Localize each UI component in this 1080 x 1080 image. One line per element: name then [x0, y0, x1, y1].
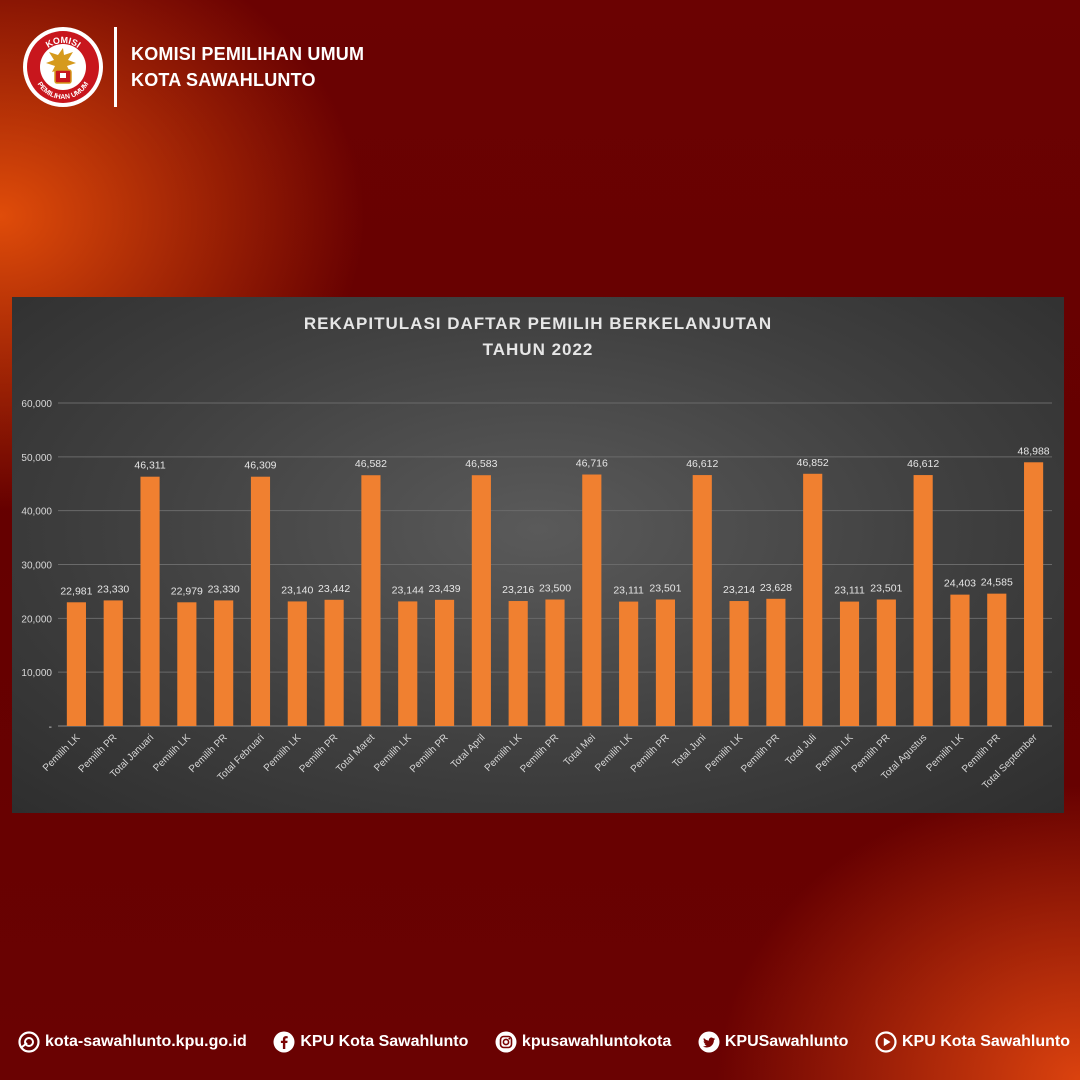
- data-label: 23,214: [723, 584, 755, 596]
- data-label: 23,140: [281, 584, 313, 596]
- header-divider: [114, 27, 117, 107]
- data-label: 48,988: [1018, 445, 1050, 457]
- data-label: 23,439: [428, 583, 460, 595]
- bar: [655, 599, 676, 726]
- footer-youtube-label: KPU Kota Sawahlunto: [901, 1033, 1070, 1050]
- chart-title: REKAPITULASI DAFTAR PEMILIH BERKELANJUTA…: [303, 314, 773, 333]
- bar: [692, 475, 712, 726]
- x-tick-label: Pemilih PR: [297, 732, 340, 775]
- x-tick-label: Total Juni: [671, 732, 709, 770]
- data-label: 22,981: [60, 585, 92, 597]
- bar: [140, 476, 160, 726]
- data-label: 23,628: [760, 582, 792, 594]
- data-label: 46,311: [134, 460, 165, 472]
- chart-panel: REKAPITULASI DAFTAR PEMILIH BERKELANJUTA…: [12, 297, 1064, 813]
- bar: [66, 602, 86, 726]
- data-label: 23,111: [613, 585, 644, 597]
- footer-item-website[interactable]: kota-sawahlunto.kpu.go.id: [18, 1031, 247, 1053]
- bar: [398, 601, 418, 726]
- data-label: 23,501: [870, 582, 902, 594]
- bar: [434, 599, 455, 726]
- bar: [839, 601, 860, 726]
- x-tick-label: Pemilih PR: [739, 732, 782, 775]
- footer-item-youtube[interactable]: KPU Kota Sawahlunto: [875, 1031, 1070, 1053]
- org-name-line2: KOTA SAWAHLUNTO: [131, 70, 316, 90]
- youtube-icon: [875, 1031, 897, 1053]
- bar: [766, 598, 786, 726]
- data-label: 23,111: [834, 585, 865, 597]
- y-tick-label: 40,000: [21, 507, 52, 518]
- bar: [619, 601, 639, 726]
- data-label: 24,585: [981, 577, 1013, 589]
- chart-subtitle: TAHUN 2022: [482, 340, 594, 359]
- data-label: 22,979: [171, 585, 203, 597]
- bar: [582, 474, 602, 726]
- footer-twitter-label: KPUSawahlunto: [724, 1033, 849, 1050]
- bar: [508, 601, 528, 726]
- bar: [214, 600, 234, 726]
- data-label: 46,612: [907, 458, 939, 470]
- data-label: 46,612: [686, 458, 718, 470]
- x-tick-label: Pemilih PR: [629, 732, 672, 775]
- bar: [729, 601, 749, 726]
- data-label: 46,716: [576, 458, 608, 470]
- bar: [913, 475, 933, 726]
- data-label: 23,442: [318, 583, 350, 595]
- bar: [803, 473, 823, 726]
- bar: [324, 599, 344, 726]
- kpu-logo: KOMISI PEMILIHAN UMUM: [23, 27, 103, 107]
- y-tick-label: 20,000: [21, 614, 52, 625]
- footer-instagram-label: kpusawahluntokota: [521, 1033, 672, 1050]
- data-label: 46,583: [465, 458, 497, 470]
- chart-title-block: REKAPITULASI DAFTAR PEMILIH BERKELANJUTA…: [12, 311, 1064, 363]
- org-name: KOMISI PEMILIHAN UMUM KOTA SAWAHLUNTO: [131, 41, 364, 93]
- data-label: 23,330: [97, 583, 129, 595]
- data-label: 46,309: [244, 460, 276, 472]
- bar: [103, 600, 123, 726]
- y-tick-label: 30,000: [21, 561, 52, 572]
- footer: kota-sawahlunto.kpu.go.id KPU Kota Sawah…: [18, 1028, 1070, 1056]
- data-label: 23,216: [502, 584, 534, 596]
- y-tick-label: -: [49, 722, 52, 733]
- bar-chart: - 10,000 20,000 30,000 40,000 50,000 60,000 22,…: [21, 399, 1052, 792]
- y-tick-label: 50,000: [21, 453, 52, 464]
- data-label: 23,330: [208, 583, 240, 595]
- bar: [545, 599, 565, 726]
- footer-item-twitter[interactable]: KPUSawahlunto: [698, 1031, 849, 1053]
- bar: [287, 601, 307, 726]
- x-tick-label: Pemilih PR: [518, 732, 561, 775]
- y-tick-label: 60,000: [21, 399, 52, 410]
- bar: [876, 599, 896, 726]
- facebook-icon: [273, 1031, 295, 1053]
- globe-icon: [18, 1031, 40, 1053]
- data-label: 24,403: [944, 578, 976, 590]
- data-label: 23,144: [392, 584, 424, 596]
- x-tick-label: Total April: [449, 732, 487, 770]
- footer-website-label: kota-sawahlunto.kpu.go.id: [45, 1033, 247, 1050]
- data-label: 23,500: [539, 582, 571, 594]
- data-label: 23,501: [649, 582, 681, 594]
- bar: [177, 602, 197, 726]
- x-tick-label: Total Maret: [334, 732, 377, 775]
- instagram-icon: [495, 1031, 517, 1053]
- footer-item-instagram[interactable]: kpusawahluntokota: [495, 1031, 671, 1053]
- data-label: 46,852: [797, 457, 829, 469]
- bar: [471, 475, 491, 726]
- data-label: 46,582: [355, 458, 387, 470]
- header: KOMISI PEMILIHAN UMUM KOMISI PEMILIHAN U…: [22, 22, 364, 112]
- y-tick-label: 10,000: [21, 668, 52, 679]
- bar: [1024, 462, 1044, 726]
- x-tick-label: Total Juli: [784, 732, 819, 767]
- bar: [950, 594, 970, 726]
- x-tick-label: Pemilih PR: [408, 732, 451, 775]
- bar: [987, 593, 1007, 726]
- org-name-line1: KOMISI PEMILIHAN UMUM: [131, 44, 365, 64]
- bar: [361, 475, 381, 726]
- footer-facebook-label: KPU Kota Sawahlunto: [300, 1033, 469, 1050]
- bar: [250, 476, 271, 726]
- footer-item-facebook[interactable]: KPU Kota Sawahlunto: [273, 1031, 468, 1053]
- twitter-icon: [698, 1031, 720, 1053]
- x-tick-label: Total Mei: [562, 732, 598, 768]
